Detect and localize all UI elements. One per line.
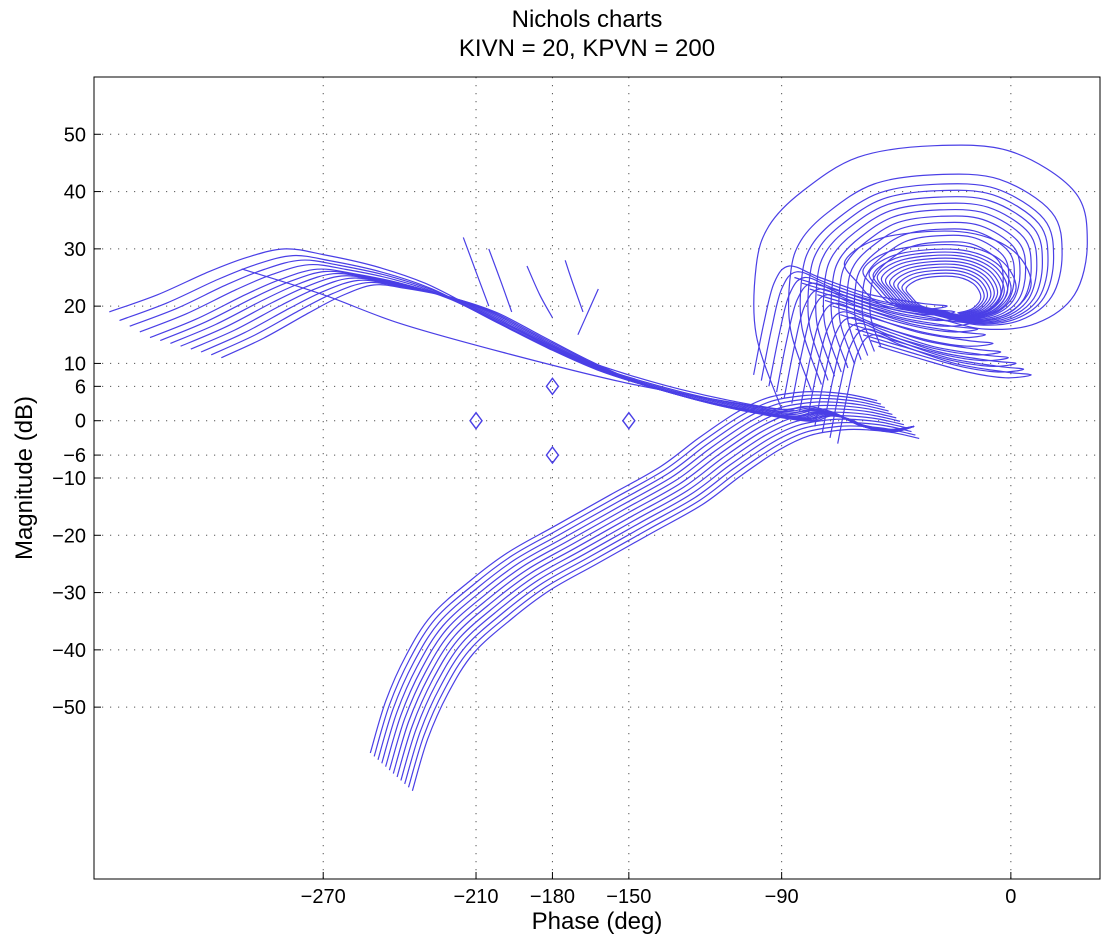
series-8-loop (821, 322, 1017, 433)
straight-branch (241, 268, 795, 411)
margin-diamond-marker (469, 411, 483, 430)
series-5-big-loop (815, 196, 1043, 377)
series-4-lower-branch (396, 414, 905, 778)
series-1-loop (791, 294, 986, 404)
series-1-big-loop (753, 144, 1088, 410)
series-5-upper-branch (149, 268, 915, 432)
series-6-lower-branch (400, 418, 908, 781)
y-tick-label: −6 (63, 445, 86, 467)
y-tick-label: 10 (64, 353, 86, 375)
grid (94, 77, 1100, 879)
series-5-loop (776, 282, 971, 393)
y-tick-label: 40 (64, 182, 86, 204)
y-tick-label: −10 (52, 468, 86, 490)
series-5-lower-branch (381, 401, 889, 764)
series-6-big-loop (822, 202, 1038, 373)
series-7-lower-branch (377, 397, 885, 760)
series-9-big-loop (846, 221, 1021, 360)
x-tick-label: −90 (765, 886, 799, 908)
series-12-upper-branch (221, 284, 915, 433)
y-tick-label: 30 (64, 239, 86, 261)
series-2-lower-branch (392, 411, 901, 774)
margin-diamond-marker (545, 377, 560, 396)
series-7-loop (768, 276, 964, 387)
spur-4 (564, 260, 584, 313)
margin-diamond-marker (545, 445, 560, 465)
x-tick-label: −150 (606, 886, 651, 908)
series-11-loop (753, 265, 948, 376)
x-tick-label: −210 (453, 886, 498, 908)
series-2-loop (798, 302, 994, 413)
x-tick-label: −180 (530, 886, 575, 908)
series-11-big-loop (861, 234, 1010, 352)
plot-frame (93, 76, 1101, 880)
y-tick-label: 50 (64, 124, 86, 146)
series-8-lower-branch (404, 421, 912, 785)
y-tick-label: −50 (52, 697, 86, 719)
series-3-loop (783, 288, 979, 398)
series-11-lower-branch (369, 390, 878, 754)
margin-diamond-marker (621, 411, 636, 430)
y-tick-label: −40 (52, 640, 86, 662)
spur-1 (462, 237, 490, 307)
series-3-lower-branch (385, 404, 893, 767)
series-1-lower-branch (388, 408, 897, 771)
chart-title: Nichols charts (512, 6, 663, 33)
series-6-loop (814, 316, 1009, 427)
x-tick-label: −270 (301, 886, 346, 908)
margin-markers (469, 377, 636, 465)
series-8-big-loop (838, 215, 1027, 365)
spur-3 (526, 265, 553, 318)
y-tick-label: 6 (75, 376, 86, 398)
series-12-big-loop (869, 241, 1004, 348)
x-axis-label: Phase (deg) (532, 908, 663, 935)
series-12-lower-branch (411, 428, 920, 791)
spur-5 (577, 288, 599, 336)
series-3-big-loop (799, 183, 1055, 385)
y-tick-label: −20 (52, 525, 86, 547)
series-10-lower-branch (407, 425, 916, 788)
series-10-big-loop (853, 228, 1015, 356)
chart-subtitle: KIVN = 20, KPVN = 200 (459, 35, 715, 62)
series-9-loop (760, 271, 956, 381)
curves (109, 144, 1088, 791)
y-tick-label: −30 (52, 583, 86, 605)
x-tick-label: 0 (1005, 886, 1016, 908)
y-tick-label: 20 (64, 296, 86, 318)
series-2-big-loop (787, 173, 1063, 391)
spur-2 (488, 248, 513, 313)
series-4-big-loop (807, 189, 1049, 381)
series-7-big-loop (830, 208, 1032, 369)
series-10-loop (829, 328, 1025, 439)
tick-labels: −270 −210 −180 −150 −90 0 50 40 30 20 106 0 −6−10 −20… (52, 124, 1016, 908)
y-axis-label: Magnitude (dB) (11, 396, 38, 560)
y-tick-label: 0 (75, 411, 86, 433)
series-12-loop (837, 334, 1032, 444)
series-9-lower-branch (373, 394, 882, 757)
